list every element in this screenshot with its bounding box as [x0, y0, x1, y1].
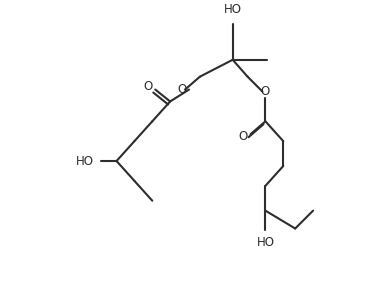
Text: O: O: [238, 130, 247, 143]
Text: O: O: [177, 83, 187, 96]
Text: O: O: [261, 85, 270, 98]
Text: O: O: [144, 80, 153, 93]
Text: HO: HO: [257, 237, 274, 250]
Text: HO: HO: [76, 155, 94, 168]
Text: HO: HO: [224, 3, 242, 16]
